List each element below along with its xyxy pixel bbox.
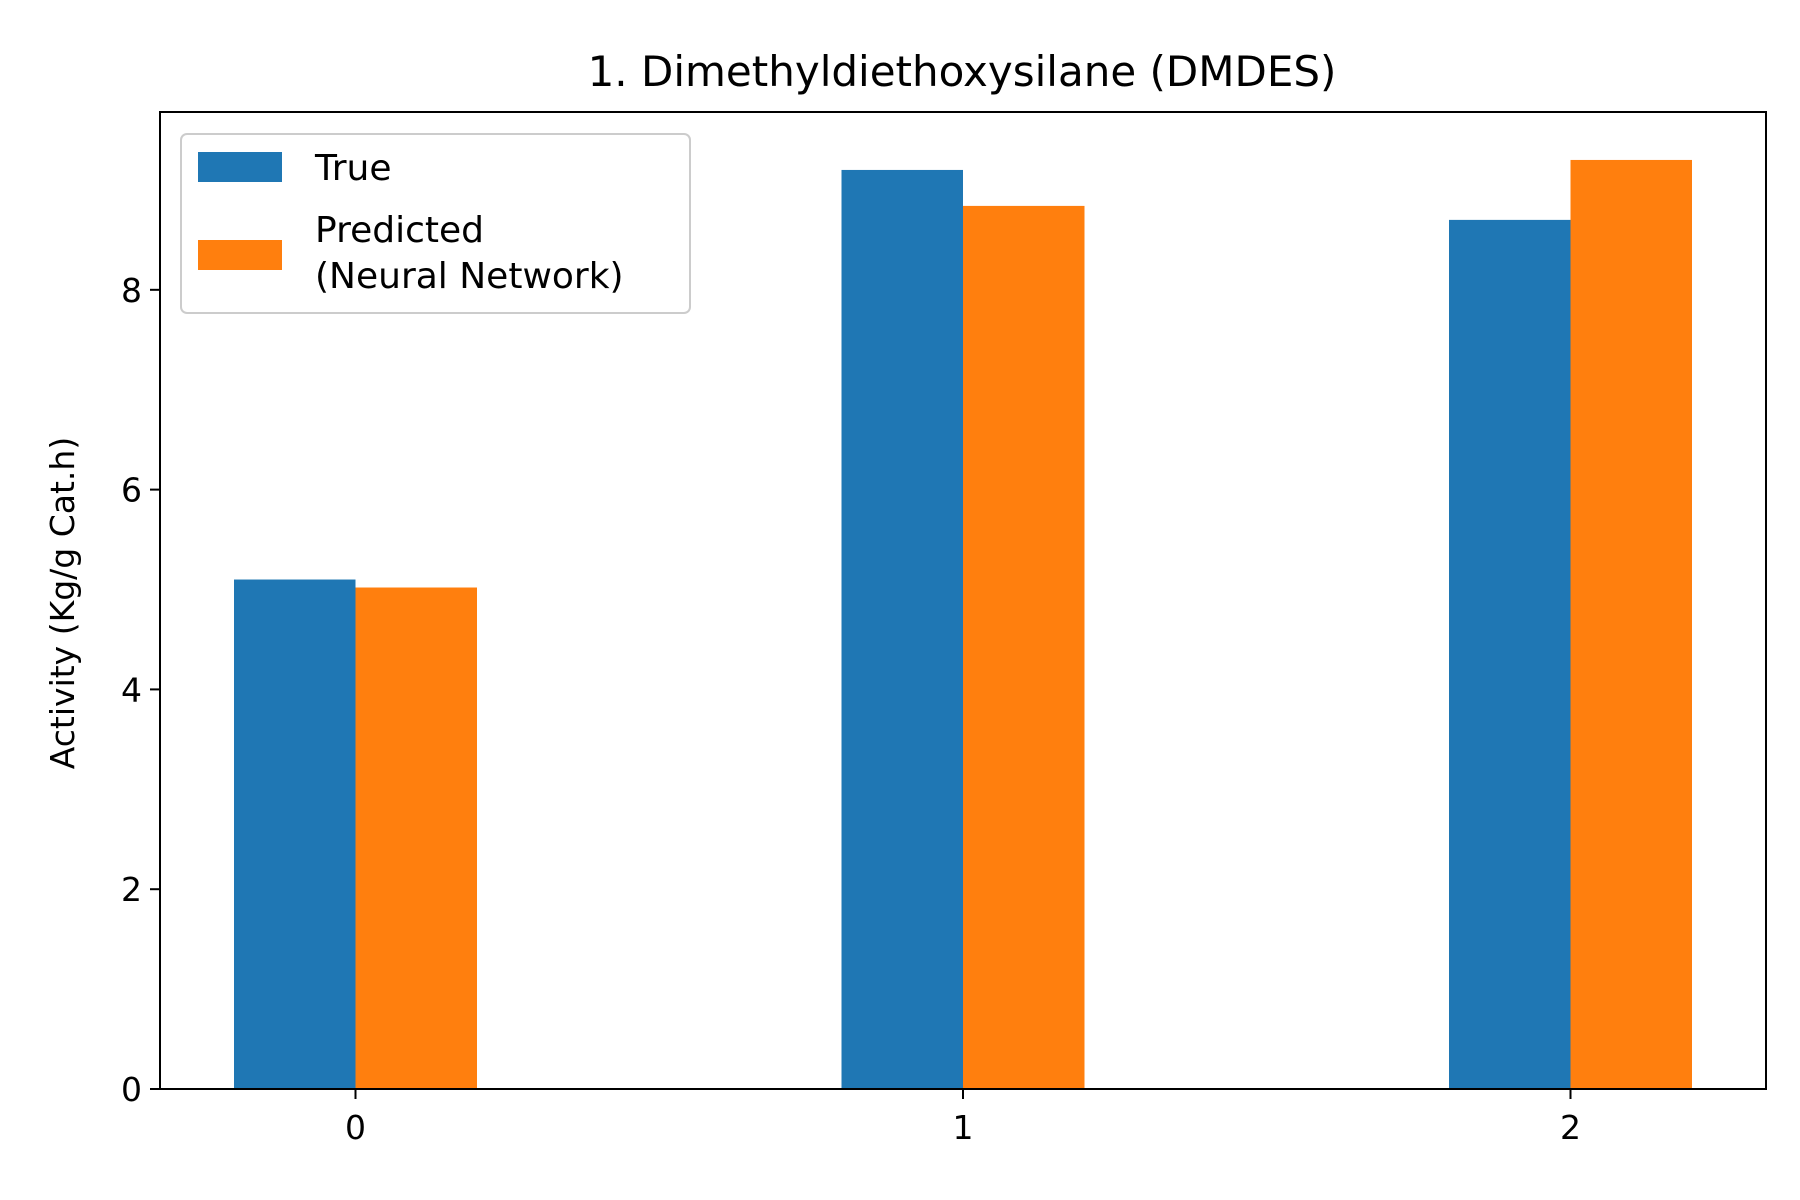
legend-swatch-true — [198, 152, 282, 182]
legend-label-true: True — [314, 148, 391, 189]
y-tick-label: 2 — [121, 870, 142, 909]
x-tick-label: 0 — [345, 1108, 366, 1147]
y-tick-label: 8 — [121, 271, 142, 310]
bar-series-0-category-0 — [234, 579, 356, 1089]
bar-series-1-category-1 — [963, 205, 1085, 1090]
x-tick-label: 1 — [953, 1108, 974, 1147]
bar-series-1-category-0 — [355, 587, 477, 1089]
legend: True Predicted (Neural Network) — [180, 133, 691, 314]
bar-series-1-category-2 — [1570, 159, 1692, 1089]
legend-label-predicted-line-2: (Neural Network) — [315, 256, 624, 297]
y-tick-label: 4 — [121, 670, 142, 709]
plot-frame — [159, 111, 1767, 1090]
y-tick-label: 0 — [121, 1070, 142, 1109]
y-axis-label: Activity (Kg/g Cat.h) — [43, 437, 82, 769]
bar-series-0-category-1 — [841, 169, 963, 1090]
legend-label-predicted-line-1: Predicted — [315, 210, 484, 251]
legend-frame — [180, 133, 691, 314]
x-tick-label: 2 — [1560, 1108, 1581, 1147]
bars-group — [234, 159, 1692, 1090]
ticks-group: 0 2 4 6 8 0 1 2 — [121, 271, 1581, 1147]
bar-series-0-category-2 — [1449, 219, 1571, 1089]
legend-swatch-predicted — [198, 240, 282, 270]
chart-title: 1. Dimethyldiethoxysilane (DMDES) — [588, 47, 1337, 96]
y-tick-label: 6 — [121, 471, 142, 510]
